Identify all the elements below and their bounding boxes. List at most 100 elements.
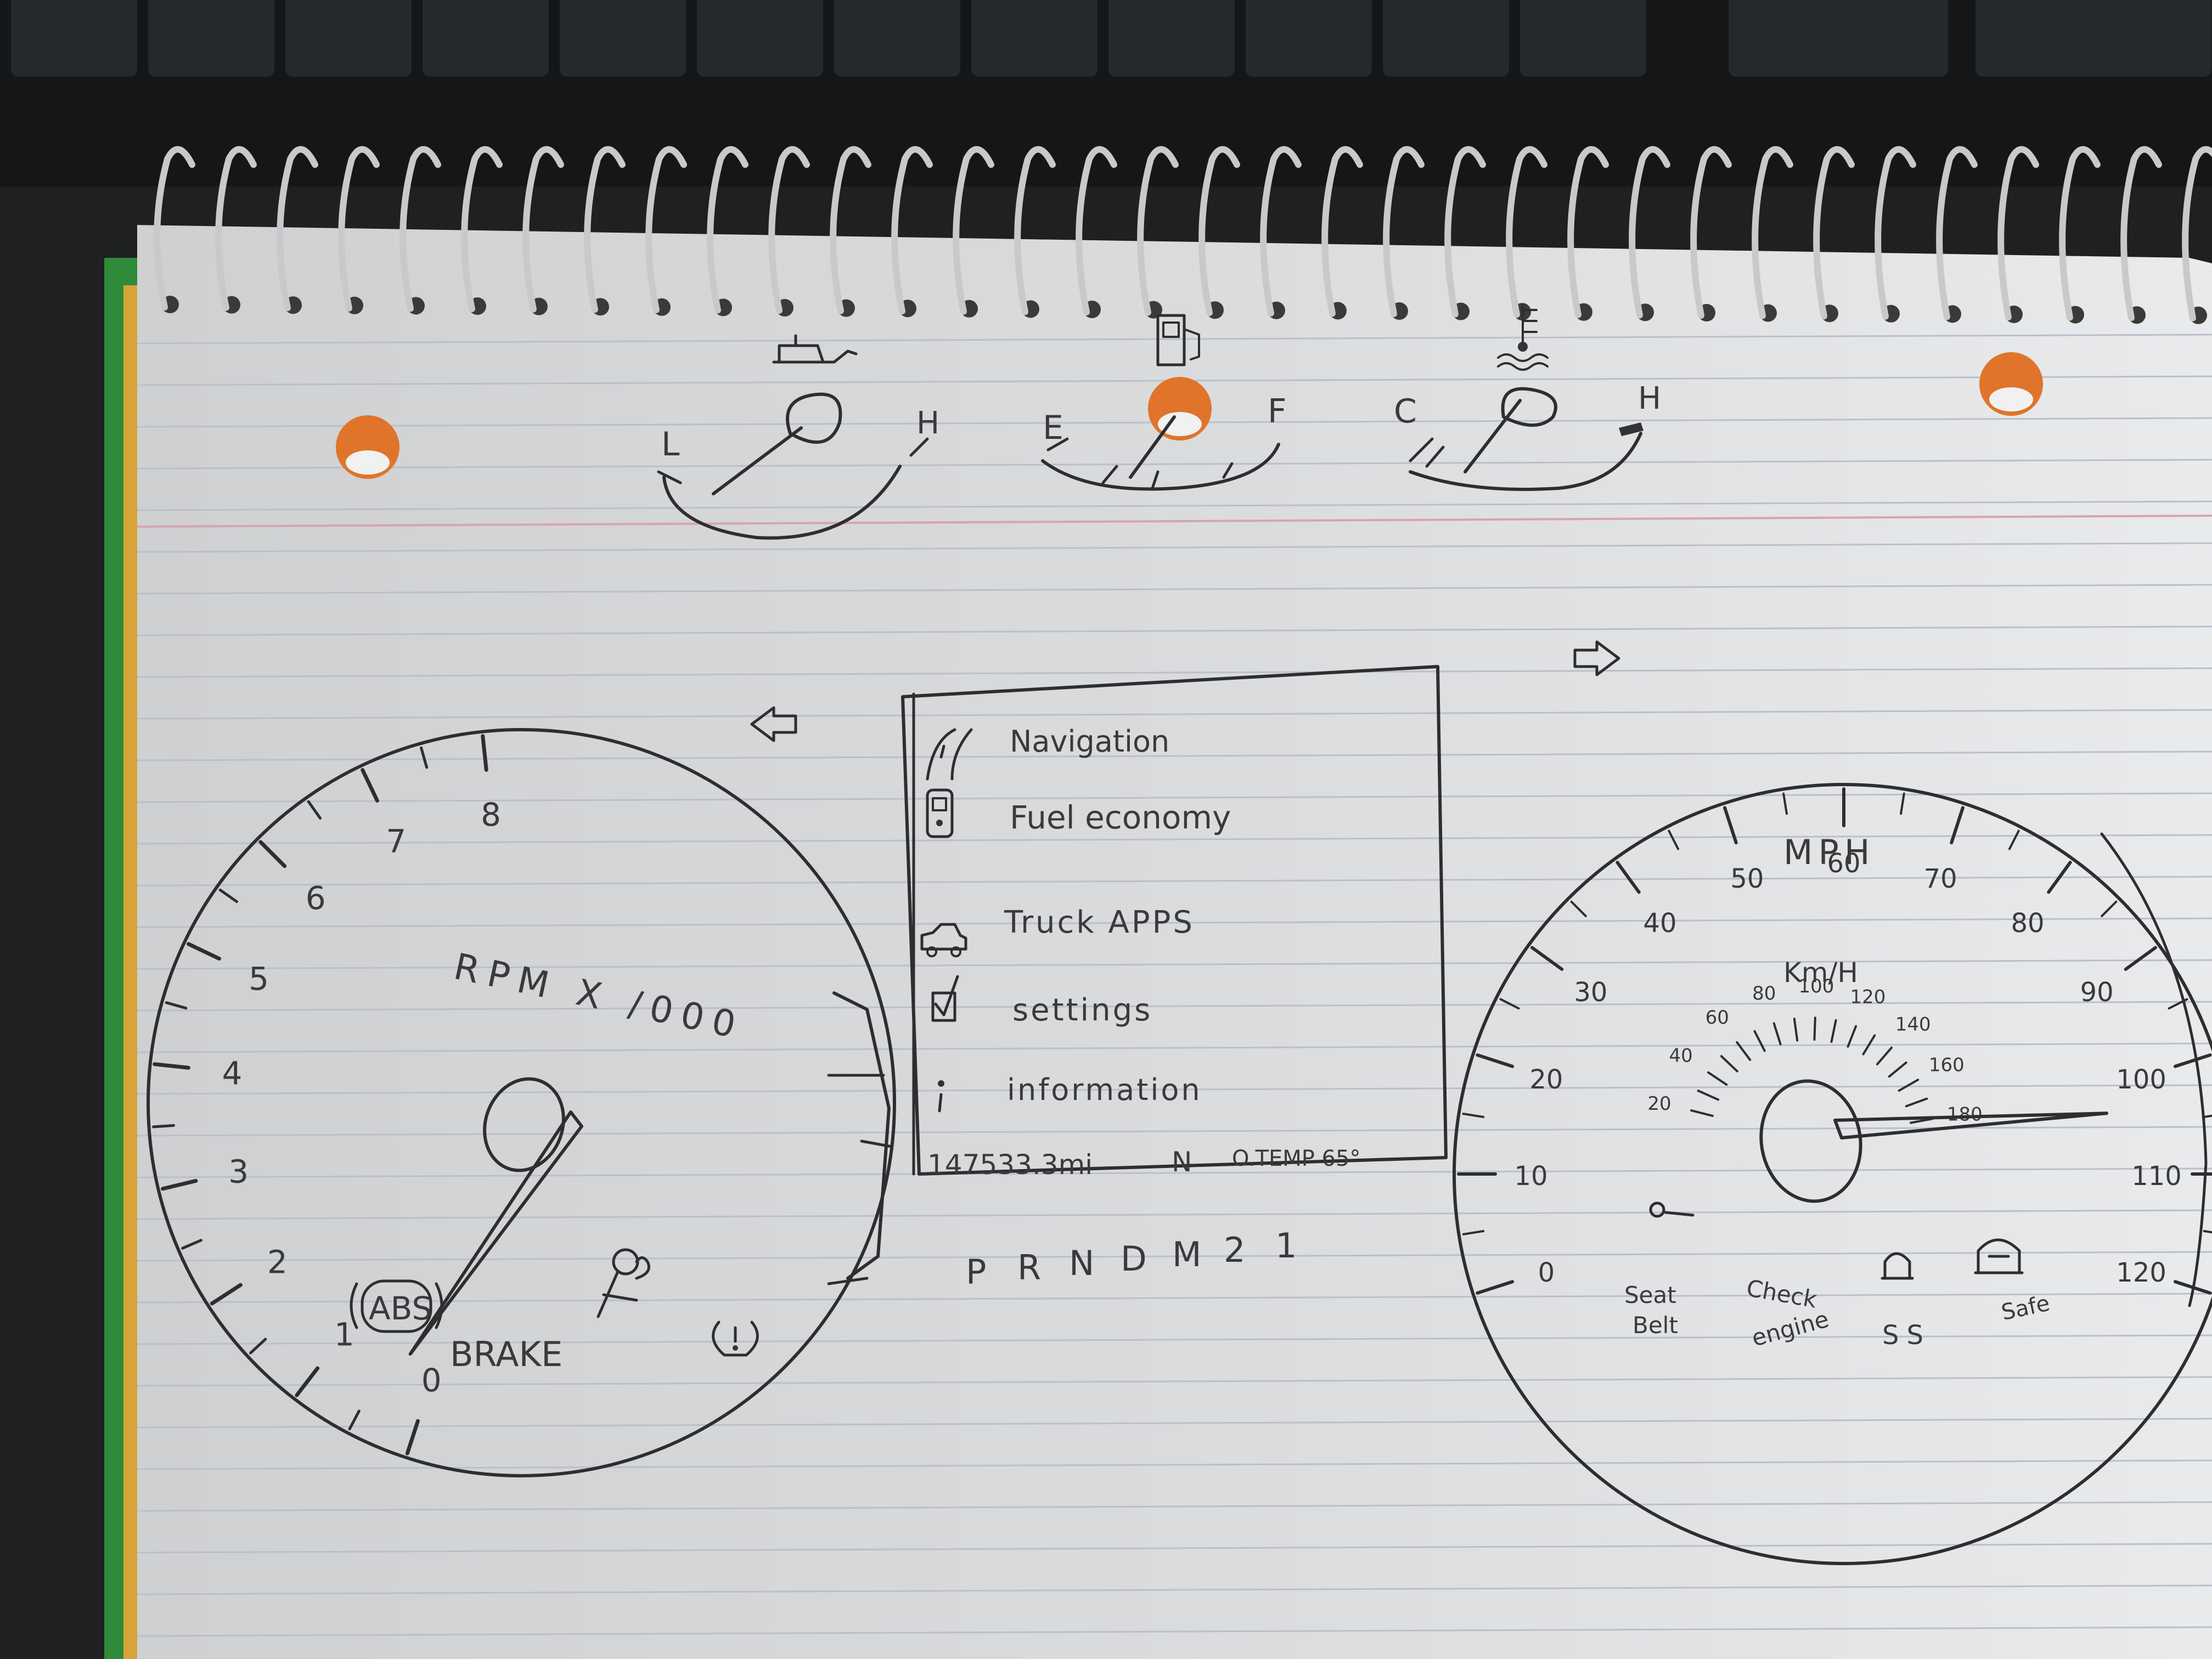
mph-tick (2101, 900, 2118, 917)
mph-tick-label: 60 (1827, 848, 1860, 879)
mph-tick (1900, 792, 1905, 815)
tach-tick (361, 768, 379, 803)
seat-belt-label-line2: Belt (1633, 1312, 1678, 1339)
spiral-binding (154, 146, 2212, 324)
tach-tick (348, 1409, 361, 1431)
mph-tick-label: 120 (2116, 1257, 2166, 1288)
mph-tick (1462, 1230, 1485, 1235)
fuel-gauge: E F (1041, 314, 1287, 491)
menu-item-fuel-economy[interactable]: Fuel economy (926, 788, 1231, 838)
oil-low-label: L (661, 425, 680, 464)
left-turn-signal-icon (750, 706, 797, 742)
kmh-tick (1847, 1025, 1858, 1048)
menu-item-navigation[interactable]: Navigation (926, 724, 1169, 781)
mph-tick-label: 80 (2011, 908, 2044, 939)
kmh-unit-label: Km/H (1783, 957, 1858, 989)
kmh-tick-label: 100 (1798, 975, 1834, 997)
kmh-tick (1905, 1097, 1928, 1108)
kmh-tick-label: 60 (1706, 1007, 1729, 1029)
tach-tick (249, 1338, 267, 1355)
speedometer: 0 10 20 30 40 50 60 70 80 90 100 110 120 MPH Km/H 20… (1453, 783, 2212, 1565)
gear-d: D (1121, 1239, 1147, 1279)
abs-warning-icon: ABS (350, 1279, 443, 1333)
kmh-tick-marks (1690, 1017, 1934, 1124)
tach-tick (295, 1366, 320, 1397)
fuel-empty-label: E (1043, 409, 1063, 447)
mph-tick (2173, 1053, 2212, 1068)
kmh-tick-label: 80 (1752, 983, 1776, 1005)
tach-tick-label: 6 (306, 879, 326, 917)
kmh-tick-label: 160 (1929, 1054, 1965, 1076)
checkbox-icon (931, 991, 956, 1022)
binding-holes (336, 352, 2043, 479)
mph-tick-label: 90 (2080, 977, 2114, 1008)
tach-tick (405, 1419, 420, 1455)
mph-tick-labels: 0 10 20 30 40 50 60 70 80 90 100 110 120 (1514, 848, 2181, 1288)
tach-tick (481, 734, 488, 772)
mph-tick (1476, 1280, 1515, 1295)
mph-tick-label: 50 (1730, 864, 1764, 894)
menu-item-label: Truck APPS (1004, 905, 1195, 940)
fuel-pump-icon (1156, 314, 1200, 366)
speed-needle (1833, 1111, 2109, 1139)
kmh-tick (1736, 1041, 1752, 1061)
kmh-tick (1772, 1022, 1782, 1046)
mph-tick (2168, 998, 2188, 1010)
menu-item-settings[interactable]: settings (931, 975, 1152, 1028)
tach-tick (186, 942, 221, 961)
info-display: Navigation Fuel economy Truck APPS setti… (901, 665, 1448, 1181)
tire-pressure-icon (712, 1321, 759, 1357)
truck-icon (920, 923, 967, 951)
tach-tick-label: 8 (481, 796, 501, 833)
temp-hot-label: H (1638, 381, 1661, 416)
ruled-lines (137, 334, 2212, 1637)
kmh-tick (1888, 1061, 1907, 1078)
kmh-tick (1697, 1090, 1720, 1101)
menu-item-truck-apps[interactable]: Truck APPS (920, 905, 1195, 957)
mph-tick (2203, 1230, 2212, 1234)
kmh-tick (1690, 1109, 1714, 1117)
mph-tick (2173, 1280, 2212, 1295)
mph-tick (1462, 1113, 1485, 1118)
kmh-tick (1876, 1046, 1893, 1065)
mph-tick-label: 0 (1538, 1257, 1555, 1288)
tach-tick-label: 1 (334, 1316, 354, 1353)
mph-tick-marks (1457, 787, 2212, 1295)
menu-item-label: Fuel economy (1010, 799, 1231, 836)
mph-tick (2047, 861, 2072, 894)
mph-tick (1616, 861, 1641, 894)
kmh-tick (1830, 1019, 1837, 1043)
info-icon (938, 1080, 944, 1113)
kmh-tick (1862, 1034, 1876, 1056)
mph-unit-label: MPH (1783, 832, 1876, 872)
tach-tick (153, 1062, 190, 1070)
mph-tick-label: 100 (2116, 1064, 2166, 1095)
tach-tick-label: 5 (249, 960, 269, 997)
mph-tick (2124, 946, 2157, 971)
tach-tick (181, 1239, 203, 1250)
menu-item-label: Navigation (1010, 724, 1169, 759)
menu-item-label: information (1007, 1073, 1202, 1107)
mph-tick (1723, 806, 1738, 845)
tach-tick-label: 7 (386, 823, 406, 860)
mph-tick-label: 40 (1643, 908, 1676, 939)
mph-tick (1499, 998, 1520, 1010)
right-turn-signal-icon (1573, 640, 1620, 676)
tach-tick-label: 3 (228, 1153, 249, 1190)
kmh-tick-labels: 20 40 60 80 100 120 140 160 180 (1647, 975, 1982, 1125)
margin-line (137, 515, 2212, 528)
tach-tick-label: 2 (267, 1244, 288, 1281)
mph-tick (1476, 1053, 1515, 1068)
abs-label: ABS (369, 1290, 432, 1327)
mph-tick (1530, 946, 1564, 971)
menu-item-information[interactable]: information (938, 1073, 1202, 1113)
temp-cold-label: C (1394, 392, 1417, 431)
tach-needle (408, 1110, 583, 1356)
gear-m: M (1172, 1234, 1202, 1274)
odometer-readout: 147533.3mi (927, 1149, 1093, 1181)
tach-tick-label: 4 (222, 1055, 242, 1092)
kmh-tick-label: 120 (1850, 986, 1886, 1008)
tach-tick (210, 1283, 243, 1306)
